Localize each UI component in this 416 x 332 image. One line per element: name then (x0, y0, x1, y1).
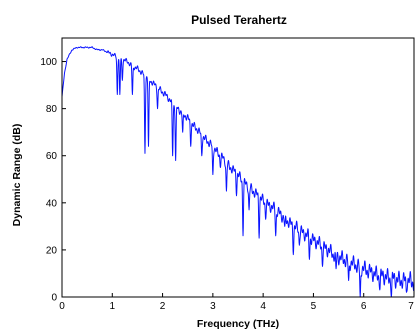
x-tick-label: 7 (408, 301, 414, 312)
y-axis: 0 20 40 60 80 100 (40, 57, 66, 304)
series-line (61, 46, 415, 298)
x-tick-label: 5 (311, 301, 317, 312)
y-tick-label: 60 (46, 151, 58, 162)
plot-frame (61, 37, 415, 298)
y-axis-label: Dynamic Range (dB) (11, 124, 23, 227)
x-tick-label: 2 (160, 301, 166, 312)
x-tick-label: 3 (210, 301, 216, 312)
x-axis: 0 1 2 3 4 5 6 7 (59, 293, 415, 312)
x-tick-label: 6 (361, 301, 367, 312)
x-axis-label: Frequency (THz) (197, 318, 279, 330)
chart-title: Pulsed Terahertz (191, 13, 287, 27)
x-tick-label: 1 (110, 301, 116, 312)
y-tick-label: 100 (40, 57, 57, 68)
x-tick-label: 0 (59, 301, 65, 312)
y-tick-label: 20 (46, 245, 58, 256)
y-tick-label: 40 (46, 198, 58, 209)
x-tick-label: 4 (260, 301, 266, 312)
y-tick-label: 80 (46, 104, 58, 115)
y-tick-label: 0 (51, 293, 57, 304)
plot-area (61, 46, 415, 298)
